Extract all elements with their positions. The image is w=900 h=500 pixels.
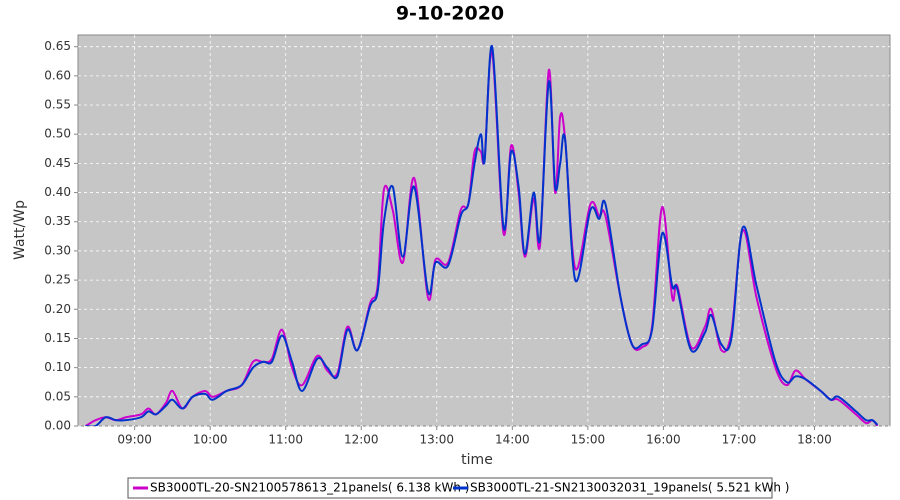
x-tick-label: 17:00 [722,433,757,447]
y-tick-label: 0.10 [44,360,71,374]
y-tick-label: 0.45 [44,156,71,170]
x-tick-label: 10:00 [193,433,228,447]
x-tick-label: 09:00 [117,433,152,447]
x-tick-label: 18:00 [797,433,832,447]
series-line [85,45,879,426]
x-tick-label: 12:00 [344,433,379,447]
y-tick-label: 0.65 [44,39,71,53]
y-axis-label: Watt/Wp [12,200,28,260]
chart-title: 9-10-2020 [396,3,504,25]
plot-area [77,34,891,427]
y-tick-label: 0.35 [44,214,71,228]
lines [85,45,879,426]
x-tick-label: 16:00 [646,433,681,447]
x-tick-label: 15:00 [571,433,606,447]
y-tick-label: 0.00 [44,419,71,433]
legend-label: SB3000TL-20-SN2100578613_21panels( 6.138… [150,481,469,495]
x-axis-label: time [461,452,493,468]
grid [78,35,890,427]
x-tick-label: 13:00 [419,433,454,447]
y-tick-label: 0.40 [44,185,71,199]
y-tick-label: 0.05 [44,389,71,403]
y-tick-label: 0.50 [44,127,71,141]
y-tick-label: 0.20 [44,302,71,316]
y-tick-label: 0.25 [44,273,71,287]
x-tick-label: 14:00 [495,433,530,447]
y-tick-label: 0.30 [44,243,71,257]
y-tick-label: 0.55 [44,98,71,112]
y-tick-label: 0.60 [44,68,71,82]
x-tick-label: 11:00 [268,433,303,447]
legend-box [127,477,773,499]
y-tick-label: 0.15 [44,331,71,345]
legend-label: SB3000TL-21-SN2130032031_19panels( 5.521… [470,481,789,495]
